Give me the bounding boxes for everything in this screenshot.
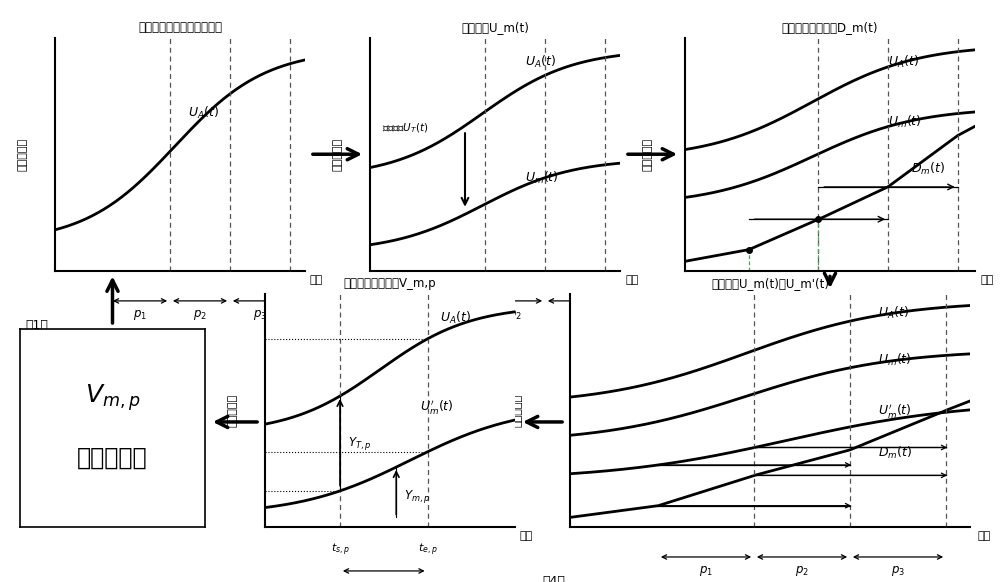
Text: 时间: 时间 bbox=[978, 531, 991, 541]
Text: $U_m(t)$: $U_m(t)$ bbox=[888, 114, 922, 130]
Text: $p_1$: $p_1$ bbox=[133, 308, 147, 322]
Text: $D_m(t)$: $D_m(t)$ bbox=[878, 445, 912, 461]
Text: 累积车辆数: 累积车辆数 bbox=[18, 138, 28, 171]
Text: $p_3$: $p_3$ bbox=[568, 308, 582, 322]
Text: $p_2$: $p_2$ bbox=[846, 308, 860, 322]
Text: 时间: 时间 bbox=[981, 275, 994, 285]
Title: 重新定义U_m(t)为U_m'(t): 重新定义U_m(t)为U_m'(t) bbox=[711, 277, 829, 290]
Text: $U_m'(t)$: $U_m'(t)$ bbox=[420, 398, 454, 416]
Text: 垂直缩放$U_T(t)$: 垂直缩放$U_T(t)$ bbox=[382, 121, 429, 135]
Text: （2）: （2） bbox=[340, 319, 363, 332]
Text: $V_{m,p}$: $V_{m,p}$ bbox=[85, 383, 140, 413]
Text: $p_3$: $p_3$ bbox=[891, 565, 905, 579]
Text: 累积车辆数: 累积车辆数 bbox=[513, 394, 523, 427]
Text: 时间: 时间 bbox=[625, 275, 638, 285]
Text: $p_2$: $p_2$ bbox=[795, 565, 809, 579]
Text: $U_m(t)$: $U_m(t)$ bbox=[525, 170, 559, 186]
Text: 历史数据库: 历史数据库 bbox=[77, 445, 148, 470]
Text: $U_m(t)$: $U_m(t)$ bbox=[878, 352, 912, 368]
Text: $Y_{T,p}$: $Y_{T,p}$ bbox=[348, 435, 371, 452]
Text: $p_3$: $p_3$ bbox=[916, 308, 930, 322]
Title: 在各个时间段应用比例因子: 在各个时间段应用比例因子 bbox=[138, 21, 222, 34]
Title: 将探测车数据作为D_m(t): 将探测车数据作为D_m(t) bbox=[782, 21, 878, 34]
Text: $p_2$: $p_2$ bbox=[193, 308, 207, 322]
Text: $D_m(t)$: $D_m(t)$ bbox=[911, 161, 945, 177]
Text: （1）: （1） bbox=[25, 319, 48, 332]
Text: （3）: （3） bbox=[659, 319, 682, 332]
Text: 累积车辆数: 累积车辆数 bbox=[642, 138, 652, 171]
Text: $p_1$: $p_1$ bbox=[777, 308, 791, 322]
Text: $t_{s,p}$: $t_{s,p}$ bbox=[331, 542, 349, 558]
Text: $U_A(t)$: $U_A(t)$ bbox=[188, 105, 219, 121]
Text: （4）: （4） bbox=[542, 575, 565, 582]
Text: $p_1$: $p_1$ bbox=[699, 565, 713, 579]
Text: $U_A(t)$: $U_A(t)$ bbox=[878, 305, 909, 321]
Text: $U_A(t)$: $U_A(t)$ bbox=[440, 310, 471, 326]
Text: $Y_{m,p}$: $Y_{m,p}$ bbox=[404, 488, 430, 505]
Text: $p_1$: $p_1$ bbox=[448, 308, 462, 322]
Text: $U_A(t)$: $U_A(t)$ bbox=[525, 54, 556, 70]
Text: 累积车辆数: 累积车辆数 bbox=[228, 394, 238, 427]
Text: 时间: 时间 bbox=[520, 531, 533, 541]
Text: $p_2$: $p_2$ bbox=[508, 308, 522, 322]
Text: 累积车辆数: 累积车辆数 bbox=[332, 138, 342, 171]
Title: 定义有效比例因子V_m,p: 定义有效比例因子V_m,p bbox=[344, 277, 436, 290]
Text: $p_3$: $p_3$ bbox=[253, 308, 267, 322]
Title: 初步估计U_m(t): 初步估计U_m(t) bbox=[461, 21, 529, 34]
Text: $U_m'(t)$: $U_m'(t)$ bbox=[878, 403, 912, 420]
Text: $t_{e,p}$: $t_{e,p}$ bbox=[418, 542, 437, 558]
Text: 时间: 时间 bbox=[310, 275, 323, 285]
Text: $U_A(t)$: $U_A(t)$ bbox=[888, 54, 919, 70]
